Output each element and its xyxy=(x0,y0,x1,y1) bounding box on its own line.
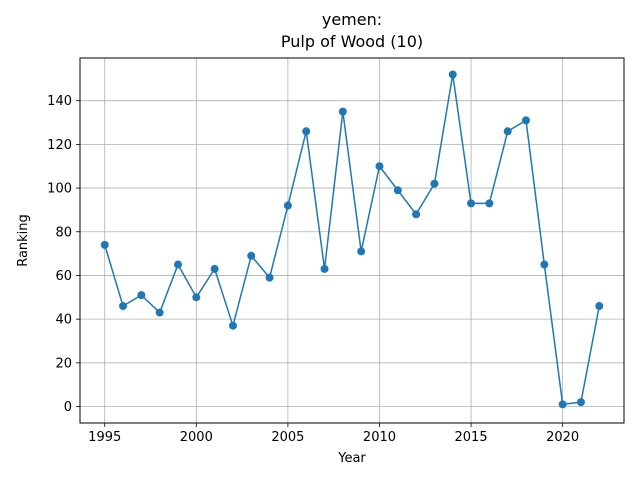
x-tick-label: 2000 xyxy=(180,430,213,445)
data-point xyxy=(393,186,402,195)
data-point xyxy=(412,210,421,219)
data-point xyxy=(155,308,164,317)
y-tick-label: 0 xyxy=(64,400,72,415)
x-axis-label: Year xyxy=(337,451,366,466)
data-point xyxy=(357,247,366,256)
y-tick-label: 20 xyxy=(55,356,72,371)
data-point xyxy=(100,240,109,249)
data-point xyxy=(375,162,384,171)
data-point xyxy=(338,107,347,116)
data-point xyxy=(228,321,237,330)
plot-area-frame xyxy=(79,57,625,424)
y-tick-label: 120 xyxy=(47,138,72,153)
y-axis-label: Ranking xyxy=(16,214,31,267)
y-tick-label: 80 xyxy=(55,225,72,240)
data-point xyxy=(320,264,329,273)
axis-ticks: 1995 2000 2005 2010 2015 2020 0 20 40 60 80 100 120 1… xyxy=(47,94,579,445)
data-point xyxy=(503,127,512,136)
series-layer xyxy=(100,70,604,409)
data-point xyxy=(119,302,128,311)
data-point xyxy=(558,400,567,409)
data-point xyxy=(595,302,604,311)
data-point xyxy=(540,260,549,269)
x-tick-label: 2015 xyxy=(455,430,488,445)
data-point xyxy=(137,291,146,300)
data-point xyxy=(302,127,311,136)
y-tick-label: 60 xyxy=(55,269,72,284)
data-point xyxy=(522,116,531,125)
x-tick-label: 2005 xyxy=(271,430,304,445)
y-tick-label: 40 xyxy=(55,313,72,328)
data-point xyxy=(448,70,457,79)
y-tick-label: 140 xyxy=(47,94,72,109)
x-tick-label: 2020 xyxy=(546,430,579,445)
data-point xyxy=(467,199,476,208)
data-point xyxy=(265,273,274,282)
data-point xyxy=(283,201,292,210)
chart-title-line-2: Pulp of Wood (10) xyxy=(281,32,423,51)
y-tick-label: 100 xyxy=(47,182,72,197)
x-tick-label: 2010 xyxy=(363,430,396,445)
data-point xyxy=(430,179,439,188)
grid xyxy=(80,58,624,423)
data-point xyxy=(173,260,182,269)
data-point xyxy=(247,251,256,260)
data-point xyxy=(576,398,585,407)
data-point xyxy=(210,264,219,273)
x-tick-label: 1995 xyxy=(88,430,121,445)
chart-title-line-1: yemen: xyxy=(322,10,382,29)
data-point xyxy=(485,199,494,208)
series-line xyxy=(104,73,601,406)
data-point xyxy=(192,293,201,302)
